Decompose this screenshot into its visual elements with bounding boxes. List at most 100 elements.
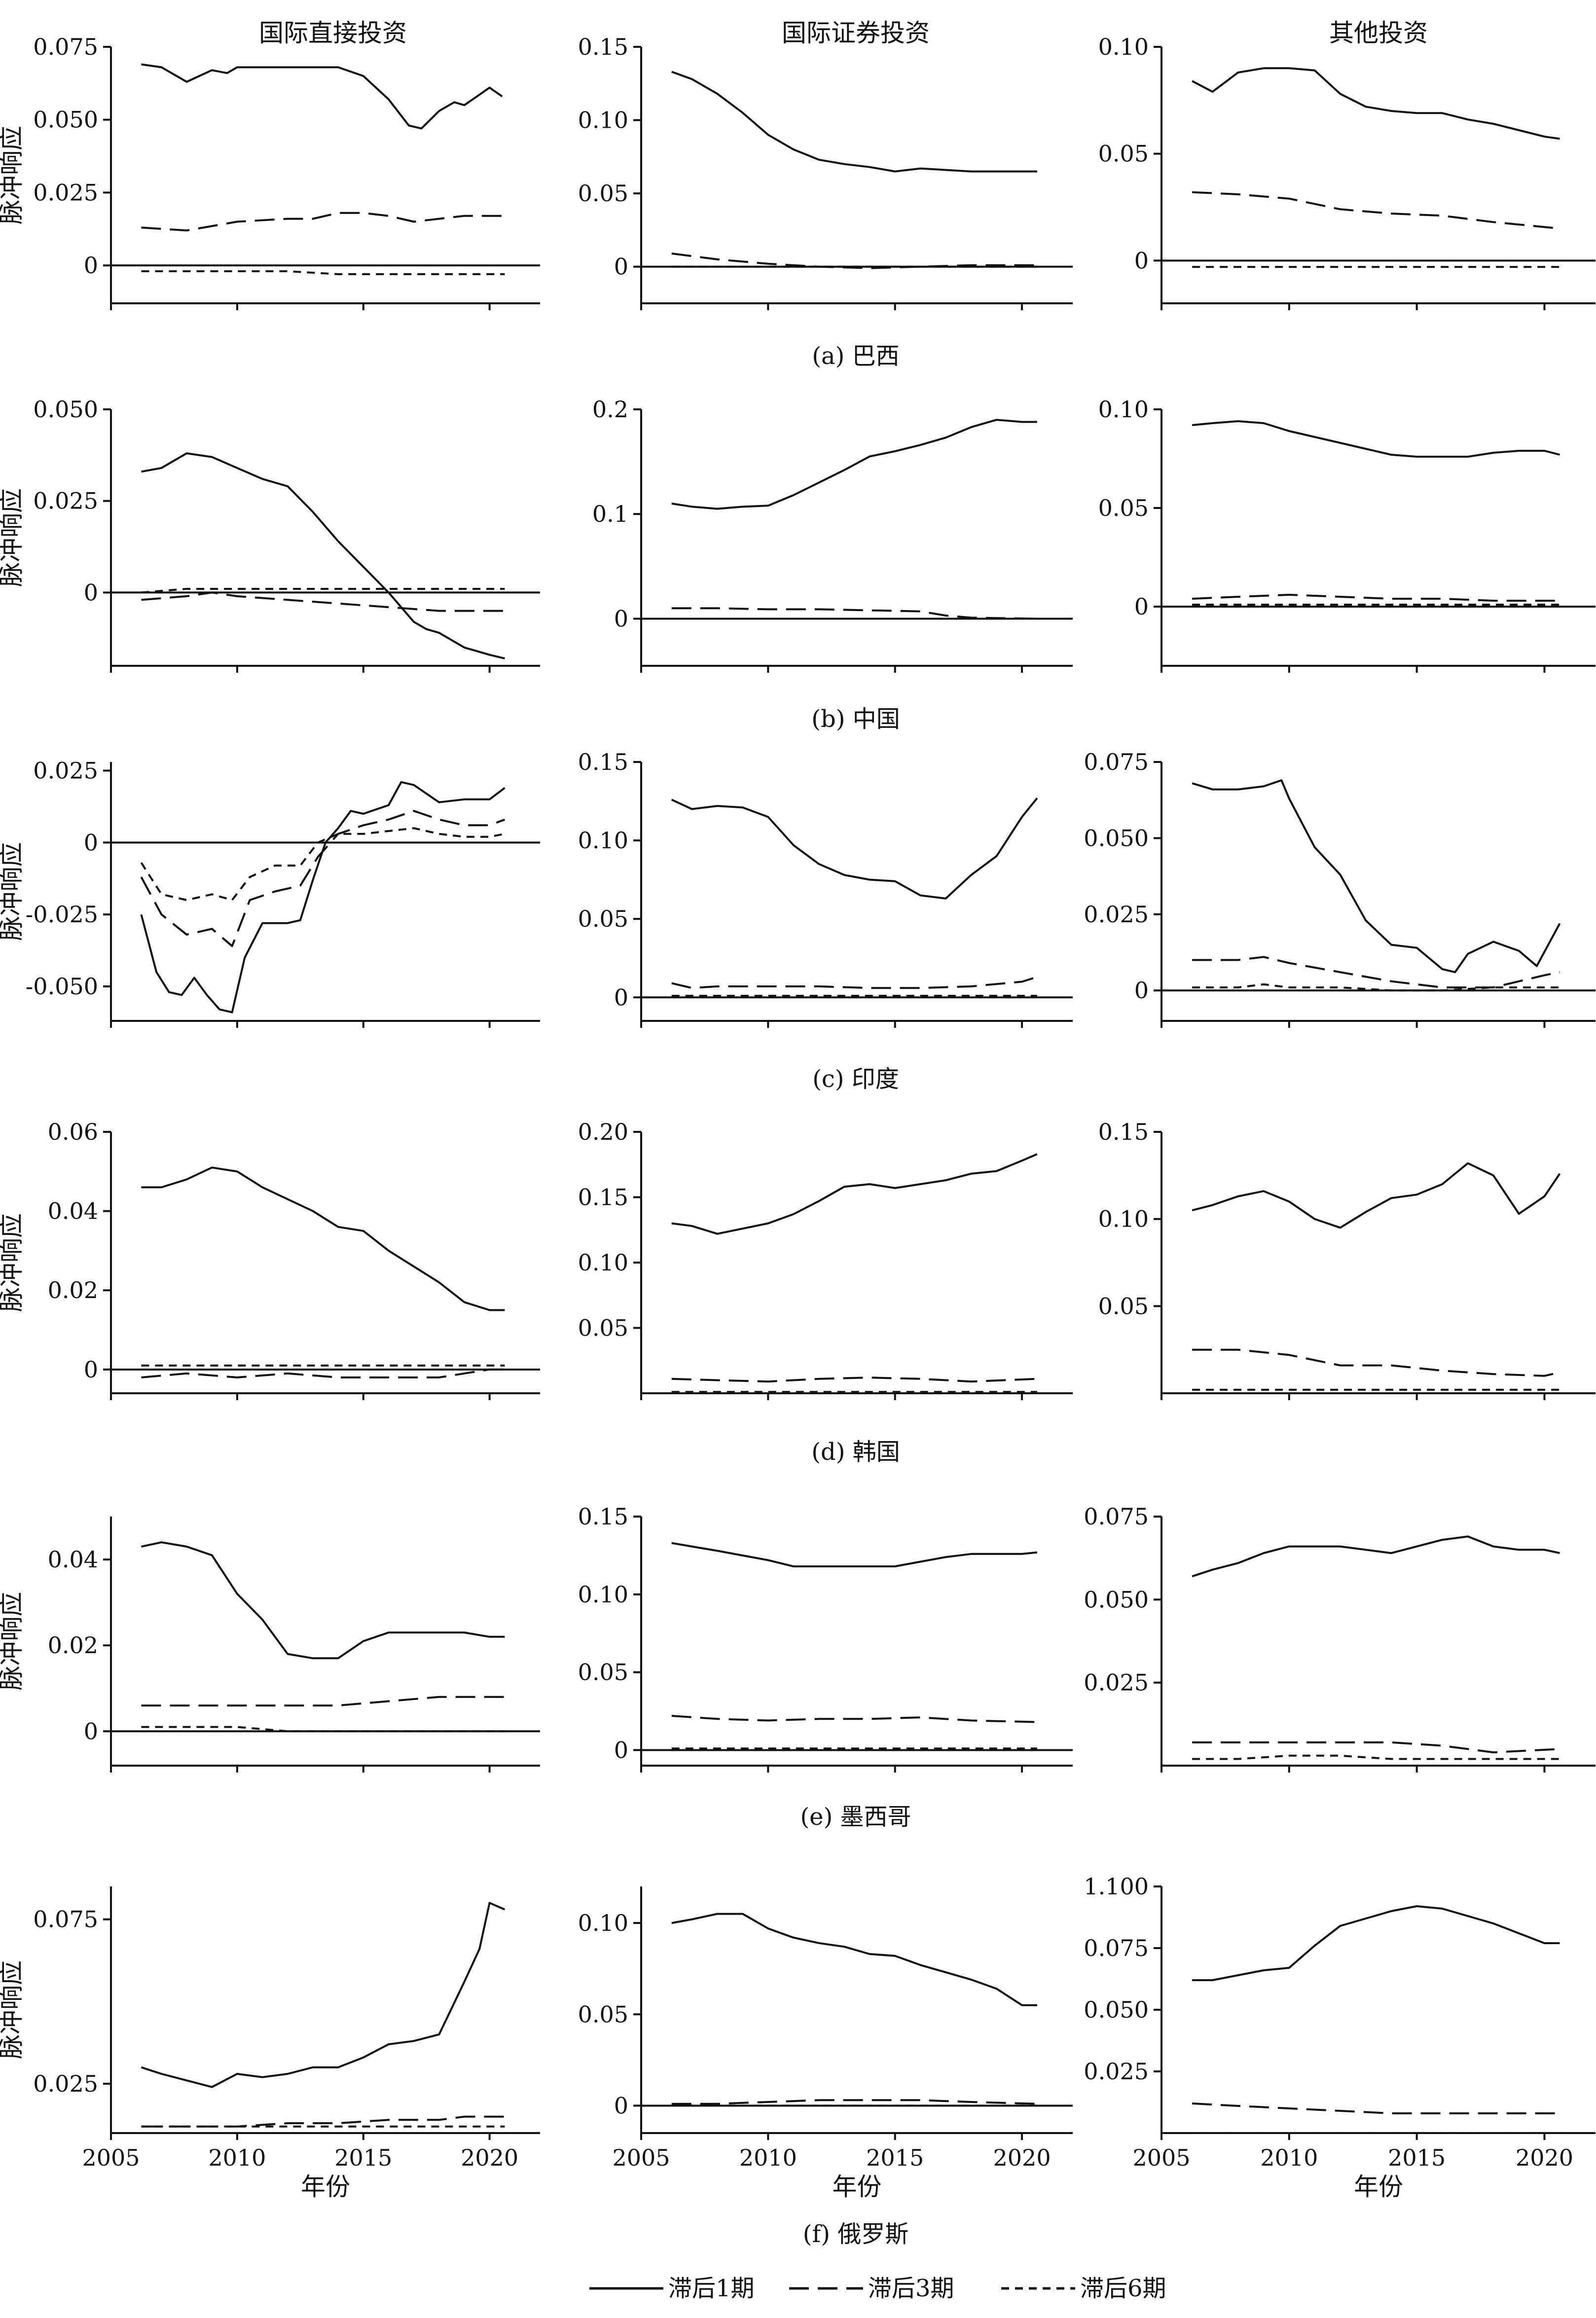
x-axis-label: 年份 (833, 2173, 882, 2201)
y-tick-label: 0 (1134, 593, 1149, 620)
y-tick-label: 0.075 (1084, 1503, 1149, 1530)
y-axis-label: 脉冲响应 (0, 488, 26, 587)
y-tick-label: 0.1 (592, 501, 628, 527)
y-tick-label: 0 (614, 1737, 628, 1763)
series-lag3-line (1192, 191, 1560, 230)
y-tick-label: 0.075 (1084, 1935, 1149, 1961)
series-lag3-line (671, 2099, 1037, 2105)
panel-brazil-portfolio: 0 0.05 0.10 0.15 (578, 34, 1073, 310)
series-lag1-line (671, 1153, 1038, 1235)
panel-label-china: (b) 中国 (811, 705, 900, 733)
panel-india-portfolio: 0 0.05 0.10 0.15 (578, 749, 1073, 1028)
y-tick-label: 0.2 (592, 396, 628, 423)
series-lag1-line (671, 419, 1037, 510)
panel-label-korea: (d) 韩国 (811, 1438, 900, 1466)
series-lag1-line (1192, 1905, 1560, 1981)
y-tick-label: 0.05 (1098, 495, 1149, 521)
y-tick-label: 0.10 (578, 1249, 628, 1276)
y-tick-label: 0 (614, 984, 628, 1011)
series-lag3-line (1192, 1348, 1560, 1377)
y-tick-label: 0 (84, 1718, 98, 1744)
legend-label-lag6: 滞后6期 (1080, 2275, 1166, 2302)
x-tick-label: 2020 (461, 2144, 518, 2171)
series-lag6-line (141, 1726, 505, 1733)
y-axis-label: 脉冲响应 (0, 1592, 26, 1691)
series-lag1-line (1192, 420, 1560, 458)
y-axis-label: 脉冲响应 (0, 1960, 26, 2059)
y-tick-label: 0 (84, 579, 98, 606)
y-tick-label: 0.10 (1098, 1206, 1149, 1232)
series-lag3-line (1192, 1741, 1560, 1754)
y-tick-label: 0.15 (578, 1184, 628, 1211)
y-tick-label: 0.02 (48, 1277, 98, 1304)
series-lag1-line (671, 1913, 1037, 2006)
x-tick-label: 2005 (82, 2144, 140, 2171)
series-lag1-line (1192, 67, 1560, 140)
series-lag3-line (671, 1715, 1037, 1723)
y-axis-label: 脉冲响应 (0, 842, 26, 941)
y-tick-label: 0.05 (1098, 1293, 1149, 1319)
y-tick-label: 0.025 (33, 488, 98, 514)
x-tick-label: 2010 (739, 2144, 797, 2171)
y-tick-label: 0.050 (33, 396, 98, 423)
y-tick-label: 0.025 (1084, 2058, 1149, 2085)
series-lag1-line (141, 63, 503, 130)
x-tick-label: 2005 (612, 2144, 670, 2171)
x-axis-label: 年份 (301, 2173, 350, 2201)
series-lag3-line (671, 1376, 1037, 1383)
y-tick-label: 0 (614, 605, 628, 632)
panel-brazil-other: 0 0.05 0.10 (1098, 34, 1596, 310)
y-tick-label: 0.10 (578, 1581, 628, 1608)
panel-russia-portfolio: 0 0.05 0.10 2005 2010 2015 2020 年份 (578, 1886, 1073, 2201)
y-tick-label: 0.20 (578, 1119, 628, 1145)
x-tick-label: 2010 (1260, 2144, 1318, 2171)
panel-india-other: 0 0.025 0.050 0.075 (1084, 749, 1596, 1028)
series-lag3-line (141, 1368, 505, 1378)
legend: 滞后1期 滞后3期 滞后6期 (589, 2275, 1166, 2302)
series-lag3-line (140, 810, 506, 947)
y-tick-label: 0.075 (33, 1906, 98, 1933)
series-lag1-line (671, 797, 1038, 900)
y-tick-label: 0.15 (578, 749, 628, 775)
panel-korea-other: 0.05 0.10 0.15 (1098, 1119, 1596, 1400)
panel-brazil-fdi: 0 0.025 0.050 0.075 脉冲响应 (0, 34, 540, 310)
panel-label-mexico: (e) 墨西哥 (800, 1803, 911, 1831)
y-axis-label: 脉冲响应 (0, 126, 26, 224)
panel-korea-fdi: 0 0.02 0.04 0.06 脉冲响应 (0, 1119, 540, 1400)
x-tick-label: 2015 (1388, 2144, 1446, 2171)
series-lag6-line (141, 270, 505, 275)
y-tick-label: 0.10 (578, 1910, 628, 1936)
series-lag1-line (141, 1541, 505, 1660)
y-tick-label: 0.075 (1084, 749, 1149, 775)
series-lag3-line (141, 1696, 505, 1707)
y-tick-label: -0.050 (26, 973, 98, 1000)
series-lag3-line (141, 212, 505, 232)
series-lag6-line (140, 827, 505, 901)
y-tick-label: 0 (84, 829, 98, 856)
column-title-other: 其他投资 (1329, 19, 1428, 47)
y-tick-label: 0.05 (578, 1315, 628, 1341)
series-lag3-line (141, 591, 505, 612)
panel-mexico-portfolio: 0 0.05 0.10 0.15 (578, 1503, 1073, 1773)
y-tick-label: 0.10 (578, 827, 628, 854)
panel-china-portfolio: 0 0.1 0.2 (592, 396, 1073, 673)
series-lag1-line (141, 452, 505, 660)
y-tick-label: 0.025 (33, 2070, 98, 2097)
y-tick-label: 0.04 (48, 1546, 98, 1573)
y-tick-label: 0.10 (578, 107, 628, 134)
y-tick-label: 0 (84, 252, 98, 279)
y-tick-label: 0.15 (578, 34, 628, 60)
chart-panels: 00.0250.0500.075脉冲响应00.050.100.1500.050.… (0, 34, 1596, 2201)
y-tick-label: 0.02 (48, 1632, 98, 1659)
x-tick-label: 2010 (208, 2144, 266, 2171)
x-tick-label: 2005 (1132, 2144, 1190, 2171)
panel-china-other: 0 0.05 0.10 (1098, 396, 1596, 673)
series-lag1-line (671, 71, 1037, 173)
series-lag1-line (141, 1166, 505, 1311)
y-tick-label: 1.100 (1084, 1873, 1149, 1900)
y-tick-label: 0.10 (1098, 34, 1149, 60)
x-tick-label: 2015 (334, 2144, 392, 2171)
series-lag3-line (671, 607, 1037, 620)
panel-india-fdi: -0.050 -0.025 0 0.025 脉冲响应 (0, 758, 540, 1028)
